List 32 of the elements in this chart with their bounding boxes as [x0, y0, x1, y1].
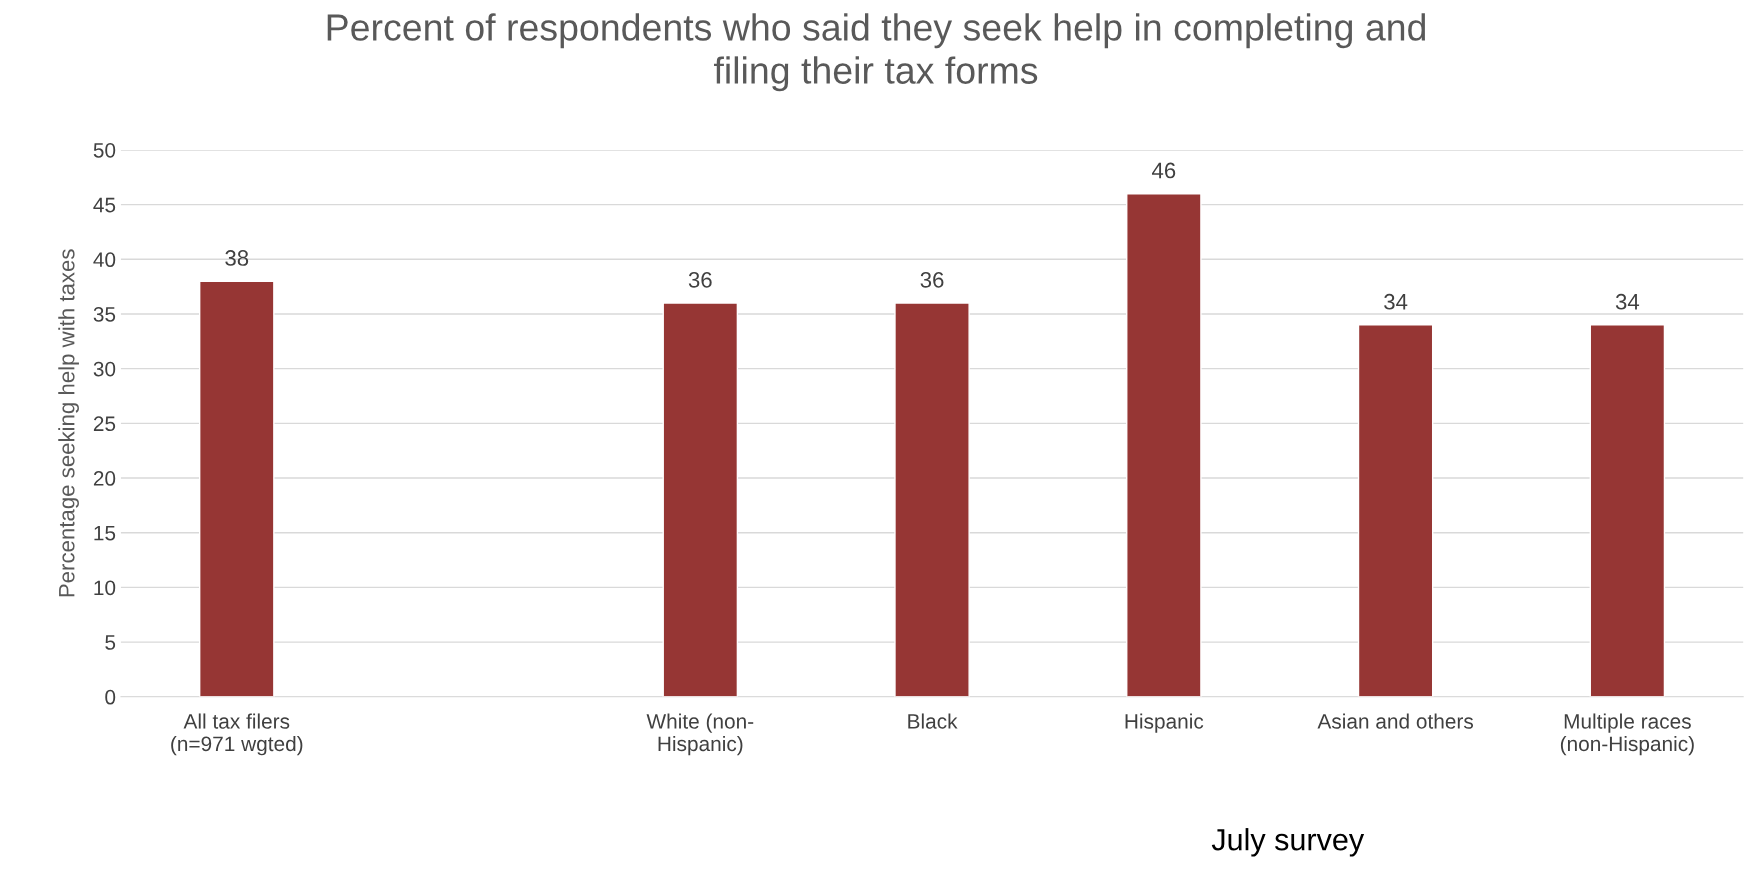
y-axis-title: Percentage seeking help with taxes	[58, 249, 79, 597]
data-label: 46	[1151, 162, 1176, 179]
x-tick-label: White (non- Hispanic)	[646, 713, 754, 756]
y-tick-label: 40	[93, 252, 116, 268]
data-label: 36	[920, 271, 944, 288]
bar	[894, 302, 970, 697]
y-tick-label: 30	[93, 361, 116, 377]
bar	[198, 280, 275, 697]
y-tick-label: 0	[105, 689, 116, 705]
x-tick-label: Asian and others	[1317, 713, 1474, 729]
x-tick-label: Black	[908, 713, 958, 729]
y-tick-label: 15	[94, 525, 116, 541]
y-tick-label: 5	[105, 635, 116, 650]
bar	[1357, 324, 1434, 697]
y-tick-label: 10	[94, 580, 116, 596]
x-tick-label: Hispanic	[1125, 713, 1204, 733]
bar	[1589, 324, 1666, 697]
x-tick-label: Multiple races (non-Hispanic)	[1560, 713, 1694, 756]
x-tick-label: All tax filers (n=971 wgted)	[171, 713, 303, 756]
data-label: 34	[1384, 293, 1408, 310]
text: July survey	[1211, 828, 1365, 857]
y-tick-label: 20	[93, 471, 116, 486]
data-label: 36	[688, 271, 712, 288]
data-label: 34	[1615, 293, 1640, 310]
y-tick-label: 45	[93, 197, 116, 213]
y-tick-label: 25	[93, 416, 116, 432]
bar	[662, 302, 739, 697]
y-tick-label: 35	[93, 306, 116, 322]
bar	[1126, 192, 1202, 697]
y-tick-label: 50	[93, 142, 116, 158]
data-label: 38	[225, 250, 249, 266]
chart-title: Percent of respondents who said they seek help in completing and filing their tax forms	[327, 13, 1426, 92]
